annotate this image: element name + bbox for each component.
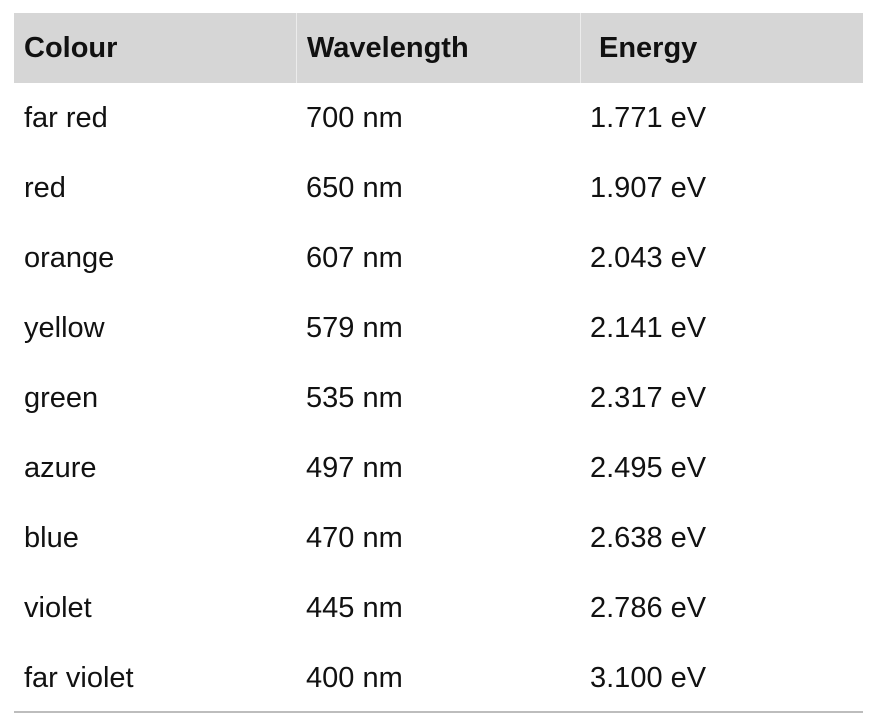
colour-cell: orange — [24, 241, 115, 274]
energy-cell: 3.100 eV — [590, 661, 707, 694]
table-row: green 535 nm 2.317 eV — [14, 363, 863, 433]
colour-cell: green — [24, 381, 99, 414]
colour-energy-table: Colour Wavelength Energy far red 700 nm … — [14, 13, 863, 713]
colour-cell: azure — [24, 451, 97, 484]
colour-cell: red — [24, 171, 66, 204]
colour-cell: yellow — [24, 311, 105, 344]
table-row: blue 470 nm 2.638 eV — [14, 503, 863, 573]
energy-cell: 2.786 eV — [590, 591, 707, 624]
header-wavelength: Wavelength — [296, 13, 580, 83]
table-row: red 650 nm 1.907 eV — [14, 153, 863, 223]
energy-cell: 2.638 eV — [590, 521, 707, 554]
energy-cell: 2.141 eV — [590, 311, 707, 344]
wavelength-cell: 607 nm — [306, 241, 403, 274]
wavelength-cell: 497 nm — [306, 451, 403, 484]
table-bottom-rule — [14, 711, 863, 713]
colour-cell: violet — [24, 591, 92, 624]
table-row: orange 607 nm 2.043 eV — [14, 223, 863, 293]
energy-cell: 2.495 eV — [590, 451, 707, 484]
energy-cell: 2.317 eV — [590, 381, 707, 414]
energy-cell: 1.771 eV — [590, 101, 707, 134]
header-energy: Energy — [580, 13, 863, 83]
wavelength-cell: 579 nm — [306, 311, 403, 344]
wavelength-cell: 445 nm — [306, 591, 403, 624]
wavelength-cell: 535 nm — [306, 381, 403, 414]
colour-cell: far violet — [24, 661, 134, 694]
colour-cell: far red — [24, 101, 108, 134]
table-row: far red 700 nm 1.771 eV — [14, 83, 863, 153]
table-row: yellow 579 nm 2.141 eV — [14, 293, 863, 363]
wavelength-cell: 700 nm — [306, 101, 403, 134]
energy-cell: 2.043 eV — [590, 241, 707, 274]
wavelength-cell: 650 nm — [306, 171, 403, 204]
table-row: azure 497 nm 2.495 eV — [14, 433, 863, 503]
wavelength-cell: 400 nm — [306, 661, 403, 694]
table-header: Colour Wavelength Energy — [14, 13, 863, 83]
header-colour: Colour — [24, 31, 118, 64]
energy-cell: 1.907 eV — [590, 171, 707, 204]
table-row: far violet 400 nm 3.100 eV — [14, 643, 863, 713]
colour-cell: blue — [24, 521, 79, 554]
wavelength-cell: 470 nm — [306, 521, 403, 554]
table-row: violet 445 nm 2.786 eV — [14, 573, 863, 643]
